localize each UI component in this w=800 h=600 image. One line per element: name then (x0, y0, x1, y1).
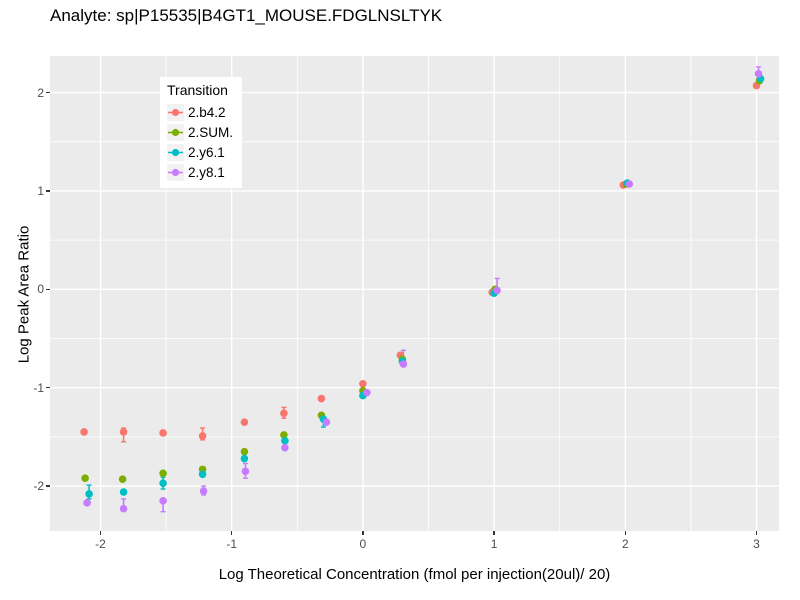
y-tick-label: 0 (37, 282, 44, 297)
x-tick-mark (362, 531, 364, 535)
y-tick-label: -2 (33, 479, 44, 494)
data-point-2.y8.1 (625, 180, 634, 188)
data-point-2.y6.1 (240, 454, 249, 463)
data-point-2.SUM. (118, 475, 127, 484)
legend: Transition 2.b4.2 2.SUM. 2.y6.1 2.y8.1 (160, 77, 243, 188)
legend-label: 2.y6.1 (188, 144, 225, 160)
data-point-2.y8.1 (399, 360, 408, 368)
legend-title: Transition (167, 82, 228, 98)
data-point-2.b4.2 (359, 379, 367, 388)
data-point-2.b4.2 (159, 429, 167, 437)
legend-entry: 2.SUM. (167, 122, 233, 142)
data-point-2.y8.1 (241, 467, 250, 476)
y-tick-mark (46, 386, 50, 389)
legend-label: 2.SUM. (188, 124, 234, 140)
data-point-2.y6.1 (159, 479, 167, 487)
x-tick-mark (624, 531, 627, 535)
data-point-2.b4.2 (280, 409, 288, 418)
data-point-2.y6.1 (85, 490, 93, 498)
plot-panel (50, 56, 779, 531)
data-point-2.b4.2 (317, 394, 326, 403)
errorbar-point-key-icon (167, 123, 184, 141)
data-point-2.y8.1 (363, 388, 371, 397)
y-tick-mark (46, 485, 50, 487)
data-point-2.SUM. (240, 447, 249, 456)
data-point-2.y6.1 (281, 437, 289, 445)
data-point-2.y8.1 (199, 487, 208, 495)
x-tick-label: 3 (753, 537, 760, 551)
data-point-2.y8.1 (322, 418, 331, 426)
x-tick-label: -2 (95, 537, 106, 551)
data-point-2.y6.1 (198, 470, 207, 479)
data-point-2.y8.1 (159, 497, 167, 505)
x-tick-mark (755, 531, 758, 535)
legend-label: 2.y8.1 (188, 164, 225, 180)
data-point-2.y8.1 (119, 504, 128, 513)
x-tick-mark (99, 531, 102, 535)
data-point-2.b4.2 (240, 418, 249, 426)
y-tick-label: 1 (37, 183, 44, 198)
x-tick-label: 0 (359, 537, 367, 551)
y-tick-label: -1 (33, 380, 44, 395)
legend-entry: 2.y6.1 (167, 142, 233, 162)
legend-label: 2.b4.2 (188, 104, 226, 120)
legend-entry: 2.b4.2 (167, 102, 233, 122)
errorbar-point-key-icon (167, 163, 184, 181)
data-point-2.y6.1 (119, 488, 128, 496)
x-axis-title: Log Theoretical Concentration (fmol per … (218, 566, 611, 583)
x-tick-mark (230, 531, 233, 535)
y-tick-label: 2 (37, 85, 44, 100)
x-tick-label: 2 (621, 537, 629, 551)
data-point-2.SUM. (280, 431, 288, 439)
plot-title: Analyte: sp|P15535|B4GT1_MOUSE.FDGLNSLTY… (50, 6, 443, 25)
legend-entry: 2.y8.1 (167, 162, 233, 182)
errorbar-point-key-icon (167, 103, 184, 121)
plot-area-svg (50, 56, 779, 531)
data-point-2.b4.2 (119, 428, 128, 436)
y-axis-title: Log Peak Area Ratio (15, 225, 33, 364)
data-point-2.y8.1 (493, 286, 501, 295)
x-tick-mark (493, 531, 495, 535)
data-point-2.b4.2 (198, 432, 207, 440)
data-point-2.SUM. (159, 469, 167, 478)
x-tick-label: -1 (226, 537, 238, 551)
data-point-2.y8.1 (83, 499, 91, 507)
y-tick-mark (46, 91, 50, 94)
x-tick-label: 1 (490, 537, 498, 551)
data-point-2.b4.2 (80, 428, 88, 436)
data-point-2.y8.1 (754, 70, 763, 78)
data-point-2.SUM. (81, 474, 89, 483)
y-tick-mark (46, 190, 50, 192)
data-point-2.y8.1 (281, 443, 289, 452)
y-tick-mark (46, 288, 50, 291)
errorbar-point-key-icon (167, 143, 184, 161)
